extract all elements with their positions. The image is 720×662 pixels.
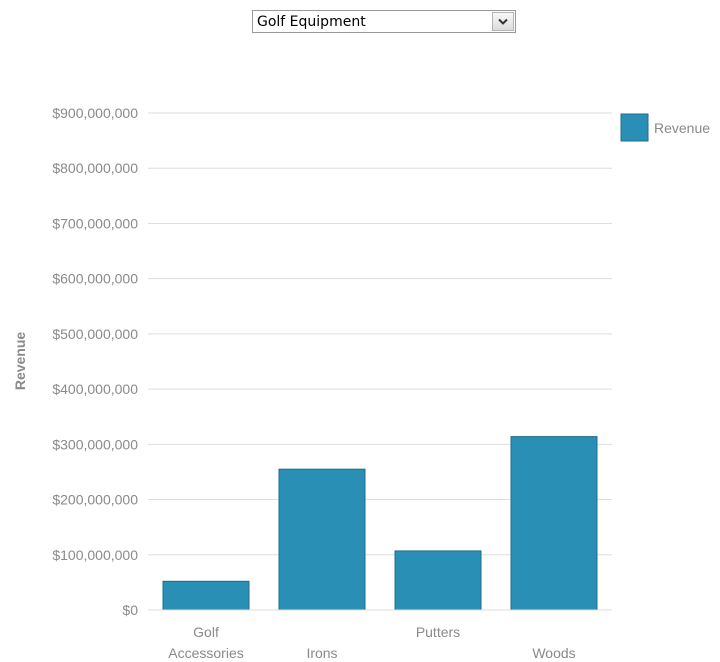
y-tick-label: $600,000,000 xyxy=(52,271,138,287)
y-tick-label: $900,000,000 xyxy=(52,105,138,121)
y-tick-label: $700,000,000 xyxy=(52,215,138,231)
y-tick-label: $300,000,000 xyxy=(52,436,138,452)
y-tick-label: $500,000,000 xyxy=(52,326,138,342)
y-axis-title: Revenue xyxy=(12,332,28,391)
y-tick-label: $400,000,000 xyxy=(52,381,138,397)
dropdown-toggle-button[interactable] xyxy=(492,12,514,31)
x-tick-label: Woods xyxy=(532,645,575,661)
legend-swatch xyxy=(620,113,649,142)
bar xyxy=(510,436,598,611)
y-tick-label: $0 xyxy=(122,602,138,618)
dropdown-selected-value: Golf Equipment xyxy=(257,14,366,30)
y-tick-label: $800,000,000 xyxy=(52,160,138,176)
y-tick-label: $100,000,000 xyxy=(52,547,138,563)
bar xyxy=(394,550,482,611)
bar xyxy=(278,468,366,611)
bar xyxy=(162,580,250,611)
legend-label: Revenue xyxy=(654,120,710,136)
x-tick-label: Irons xyxy=(306,645,337,661)
x-tick-label: Golf Accessories xyxy=(168,624,243,661)
x-tick-label: Putters xyxy=(416,624,460,640)
legend: Revenue xyxy=(620,113,710,142)
y-tick-label: $200,000,000 xyxy=(52,492,138,508)
chevron-down-icon xyxy=(498,18,508,25)
category-dropdown[interactable]: Golf Equipment xyxy=(252,10,516,33)
